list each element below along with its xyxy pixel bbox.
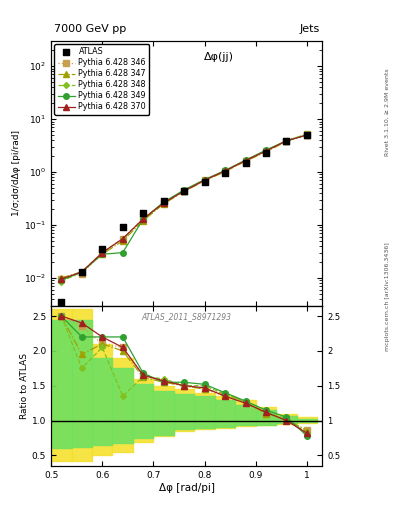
Pythia 6.428 347 — [100, 251, 105, 258]
Pythia 6.428 346 — [79, 271, 84, 277]
Pythia 6.428 348 — [182, 188, 186, 194]
Pythia 6.428 347 — [120, 238, 125, 244]
Pythia 6.428 346 — [141, 216, 145, 222]
X-axis label: Δφ [rad/pi]: Δφ [rad/pi] — [159, 482, 215, 493]
Pythia 6.428 370 — [182, 188, 186, 194]
ATLAS — [304, 131, 310, 139]
Pythia 6.428 349 — [161, 199, 166, 205]
Line: Pythia 6.428 346: Pythia 6.428 346 — [59, 132, 310, 282]
Pythia 6.428 346 — [59, 276, 64, 282]
Pythia 6.428 349 — [120, 249, 125, 255]
Pythia 6.428 348 — [161, 200, 166, 206]
Pythia 6.428 346 — [100, 249, 105, 255]
Pythia 6.428 348 — [79, 269, 84, 275]
Pythia 6.428 370 — [161, 200, 166, 206]
Pythia 6.428 348 — [284, 138, 289, 144]
Legend: ATLAS, Pythia 6.428 346, Pythia 6.428 347, Pythia 6.428 348, Pythia 6.428 349, P: ATLAS, Pythia 6.428 346, Pythia 6.428 34… — [54, 44, 149, 115]
ATLAS — [99, 245, 105, 253]
Pythia 6.428 349 — [59, 277, 64, 283]
Pythia 6.428 348 — [223, 168, 228, 174]
Pythia 6.428 370 — [79, 269, 84, 275]
Y-axis label: 1/σ;dσ/dΔφ [pi/rad]: 1/σ;dσ/dΔφ [pi/rad] — [12, 130, 21, 216]
ATLAS — [222, 169, 228, 177]
Pythia 6.428 370 — [305, 132, 309, 138]
Pythia 6.428 347 — [284, 138, 289, 144]
Pythia 6.428 349 — [100, 251, 105, 258]
Pythia 6.428 370 — [264, 148, 268, 154]
Pythia 6.428 346 — [120, 236, 125, 242]
Pythia 6.428 348 — [305, 131, 309, 137]
Pythia 6.428 348 — [243, 158, 248, 164]
Pythia 6.428 347 — [305, 132, 309, 138]
Pythia 6.428 349 — [223, 167, 228, 174]
Pythia 6.428 346 — [243, 158, 248, 164]
Text: ATLAS_2011_S8971293: ATLAS_2011_S8971293 — [141, 312, 232, 321]
Pythia 6.428 347 — [202, 178, 207, 184]
Pythia 6.428 346 — [161, 200, 166, 206]
Pythia 6.428 347 — [264, 149, 268, 155]
Pythia 6.428 347 — [59, 275, 64, 281]
ATLAS — [242, 159, 249, 167]
Pythia 6.428 370 — [284, 138, 289, 144]
Pythia 6.428 346 — [182, 188, 186, 194]
ATLAS — [58, 298, 64, 306]
ATLAS — [263, 149, 269, 157]
Pythia 6.428 346 — [305, 131, 309, 137]
Text: mcplots.cern.ch [arXiv:1306.3436]: mcplots.cern.ch [arXiv:1306.3436] — [385, 243, 389, 351]
Line: Pythia 6.428 349: Pythia 6.428 349 — [59, 132, 310, 283]
Pythia 6.428 348 — [264, 148, 268, 154]
Pythia 6.428 348 — [100, 249, 105, 255]
Pythia 6.428 347 — [182, 188, 186, 195]
Pythia 6.428 347 — [243, 158, 248, 164]
Pythia 6.428 346 — [284, 138, 289, 144]
Text: Δφ(jj): Δφ(jj) — [204, 52, 234, 61]
Pythia 6.428 347 — [79, 269, 84, 275]
Pythia 6.428 346 — [223, 168, 228, 174]
Pythia 6.428 370 — [202, 177, 207, 183]
Pythia 6.428 370 — [141, 216, 145, 222]
Pythia 6.428 347 — [141, 218, 145, 224]
Pythia 6.428 348 — [141, 216, 145, 222]
Pythia 6.428 370 — [223, 168, 228, 174]
Pythia 6.428 349 — [202, 177, 207, 183]
Pythia 6.428 370 — [243, 158, 248, 164]
Line: Pythia 6.428 370: Pythia 6.428 370 — [59, 132, 310, 282]
Pythia 6.428 347 — [223, 168, 228, 175]
ATLAS — [202, 178, 208, 186]
Pythia 6.428 348 — [59, 279, 64, 285]
Pythia 6.428 348 — [202, 177, 207, 183]
ATLAS — [181, 187, 187, 195]
Pythia 6.428 349 — [305, 132, 309, 138]
ATLAS — [283, 137, 290, 145]
Pythia 6.428 370 — [59, 276, 64, 282]
Pythia 6.428 349 — [243, 157, 248, 163]
Text: Jets: Jets — [299, 25, 320, 34]
Pythia 6.428 347 — [161, 201, 166, 207]
Pythia 6.428 370 — [100, 249, 105, 255]
Pythia 6.428 349 — [79, 269, 84, 275]
Line: Pythia 6.428 348: Pythia 6.428 348 — [59, 132, 309, 284]
Pythia 6.428 349 — [182, 187, 186, 193]
Line: Pythia 6.428 347: Pythia 6.428 347 — [59, 132, 310, 281]
Text: Rivet 3.1.10, ≥ 2.9M events: Rivet 3.1.10, ≥ 2.9M events — [385, 69, 389, 157]
ATLAS — [160, 197, 167, 205]
ATLAS — [79, 268, 85, 276]
Text: 7000 GeV pp: 7000 GeV pp — [54, 25, 126, 34]
Pythia 6.428 348 — [120, 236, 125, 242]
Pythia 6.428 349 — [264, 147, 268, 153]
Pythia 6.428 370 — [120, 236, 125, 242]
Pythia 6.428 346 — [264, 148, 268, 154]
Y-axis label: Ratio to ATLAS: Ratio to ATLAS — [20, 353, 29, 419]
ATLAS — [119, 223, 126, 231]
Pythia 6.428 349 — [284, 138, 289, 144]
Pythia 6.428 349 — [141, 216, 145, 222]
Pythia 6.428 346 — [202, 177, 207, 183]
ATLAS — [140, 209, 146, 217]
